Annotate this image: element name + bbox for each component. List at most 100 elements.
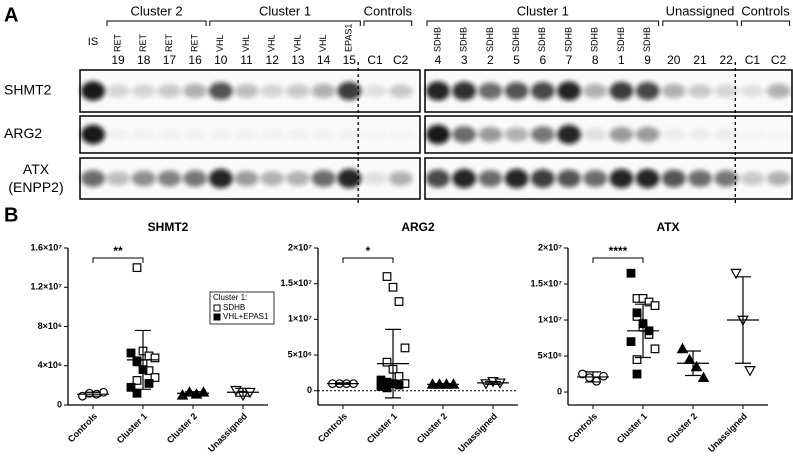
band — [478, 170, 503, 187]
point — [626, 268, 636, 278]
lane-type: RET — [138, 33, 148, 52]
band — [504, 82, 529, 100]
band — [106, 128, 130, 140]
band — [661, 83, 686, 99]
row-label: ARG2 — [4, 125, 42, 141]
point — [132, 388, 142, 398]
y-tick-label: 0 — [557, 386, 562, 396]
row-label: SHMT2 — [4, 82, 52, 98]
point — [632, 355, 642, 365]
lane-label: C2 — [771, 53, 787, 67]
band — [311, 83, 336, 99]
x-tick-label: Cluster 2 — [665, 411, 699, 445]
lane-type: SDHB — [563, 27, 573, 52]
point — [388, 282, 398, 292]
band — [767, 128, 791, 140]
band — [183, 83, 208, 99]
y-tick-label: 2×10⁷ — [538, 242, 562, 252]
point — [382, 272, 392, 281]
band — [337, 81, 362, 101]
lane-label: 1 — [618, 53, 625, 67]
error-bar — [635, 303, 651, 359]
band — [131, 84, 156, 98]
band — [208, 82, 233, 100]
y-tick-label: 1×10⁷ — [538, 314, 562, 324]
error-bar — [735, 276, 751, 364]
significance-label: * — [366, 244, 371, 258]
lane-type: RET — [164, 33, 174, 52]
band — [363, 128, 387, 140]
lane-type: VHL — [215, 34, 225, 52]
band — [157, 84, 182, 98]
y-tick-label: 0 — [57, 399, 62, 409]
lane-label: 9 — [644, 53, 651, 67]
band — [504, 127, 529, 142]
band — [452, 81, 477, 101]
lane-type: SDHB — [616, 27, 626, 52]
point — [632, 308, 642, 318]
group-label: Controls — [741, 3, 790, 18]
band — [260, 128, 284, 140]
band — [557, 81, 581, 101]
lane-type: SDHB — [537, 27, 547, 52]
band — [609, 126, 634, 143]
y-tick-label: 8×10⁶ — [38, 321, 62, 331]
lane-label: 16 — [188, 53, 202, 67]
band — [426, 81, 450, 101]
band — [609, 81, 634, 101]
group-bracket — [740, 20, 791, 26]
significance-label: ** — [113, 244, 123, 258]
y-tick-label: 2×10⁷ — [288, 242, 312, 252]
error-bar — [235, 387, 251, 397]
band — [260, 84, 285, 98]
point — [730, 268, 742, 280]
band — [389, 128, 413, 140]
point — [150, 353, 160, 363]
point — [697, 371, 710, 383]
point — [126, 382, 136, 392]
point — [394, 380, 404, 390]
legend-label: VHL+EPAS1 — [223, 312, 269, 321]
band — [81, 81, 105, 101]
y-tick-label: 1.5×10⁷ — [281, 278, 313, 288]
point — [132, 376, 142, 385]
band — [714, 84, 739, 98]
point — [650, 301, 660, 311]
band — [388, 84, 413, 98]
band — [635, 168, 660, 189]
y-tick-label: 0 — [307, 385, 312, 395]
band — [583, 128, 608, 141]
band — [208, 168, 233, 189]
point — [632, 369, 642, 379]
lane-type: RET — [112, 33, 122, 52]
band — [740, 84, 765, 98]
y-tick-label: 1×10⁷ — [288, 314, 312, 324]
band — [504, 168, 529, 189]
band — [234, 170, 259, 187]
band — [311, 170, 336, 187]
band — [234, 84, 259, 98]
chart-title: SHMT2 — [148, 220, 189, 234]
significance-bracket — [92, 257, 144, 263]
x-tick-label: Unassigned — [206, 411, 249, 454]
x-tick-label: Unassigned — [456, 411, 499, 454]
band — [530, 126, 555, 143]
lane-type: EPAS1 — [344, 24, 354, 52]
point — [382, 357, 392, 367]
error-bar — [585, 371, 601, 383]
y-tick-label: 1.6×10⁷ — [31, 242, 63, 252]
error-bar — [185, 391, 201, 396]
point — [197, 386, 210, 397]
band — [106, 171, 130, 186]
point — [394, 372, 404, 381]
y-tick-label: 5×10⁶ — [288, 349, 312, 359]
point — [394, 297, 404, 306]
error-bar — [385, 328, 401, 399]
group-label: Cluster 2 — [131, 3, 183, 18]
band — [478, 126, 503, 143]
point — [126, 348, 136, 358]
band — [106, 84, 130, 98]
group-bracket — [662, 20, 738, 26]
band — [157, 128, 181, 140]
